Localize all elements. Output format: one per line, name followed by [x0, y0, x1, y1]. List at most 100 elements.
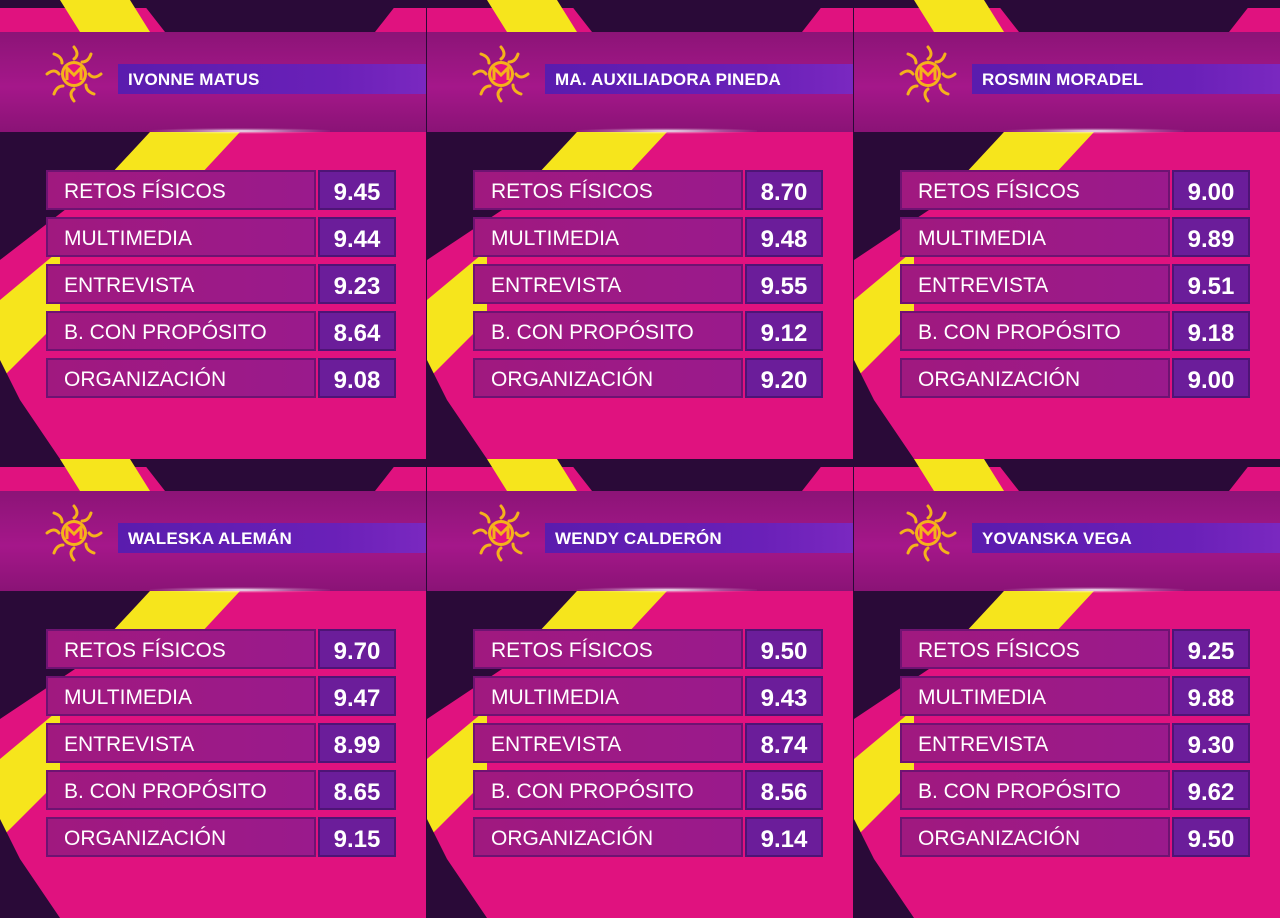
score-row: RETOS FÍSICOS 8.70 — [473, 170, 825, 210]
category-cell: ORGANIZACIÓN — [473, 358, 743, 398]
score-row: B. CON PROPÓSITO 9.62 — [900, 770, 1252, 810]
score-row: ENTREVISTA 9.23 — [46, 264, 398, 304]
score-row: MULTIMEDIA 9.89 — [900, 217, 1252, 257]
score-value: 9.50 — [760, 638, 808, 665]
score-value: 9.55 — [760, 273, 808, 300]
category-cell: ENTREVISTA — [473, 264, 743, 304]
score-cell: 9.50 — [1172, 817, 1250, 857]
score-value: 9.30 — [1187, 732, 1235, 759]
contestant-panel: YOVANSKA VEGA RETOS FÍSICOS 9.25 MULTIMED… — [854, 459, 1280, 918]
score-value: 8.65 — [333, 779, 381, 806]
score-cell: 9.14 — [745, 817, 823, 857]
score-value: 9.18 — [1187, 320, 1235, 347]
category-cell: ORGANIZACIÓN — [46, 817, 316, 857]
score-row: ENTREVISTA 9.30 — [900, 723, 1252, 763]
sun-emblem-icon — [45, 504, 103, 562]
category-label: ORGANIZACIÓN — [918, 827, 1081, 850]
category-label: MULTIMEDIA — [918, 227, 1046, 250]
category-cell: ENTREVISTA — [46, 264, 316, 304]
category-label: ENTREVISTA — [64, 274, 195, 297]
contestant-name-bar: ROSMIN MORADEL — [972, 64, 1280, 94]
category-cell: ENTREVISTA — [900, 264, 1170, 304]
category-label: ORGANIZACIÓN — [491, 827, 654, 850]
score-value: 9.45 — [333, 179, 381, 206]
score-cell: 8.70 — [745, 170, 823, 210]
score-cell: 8.56 — [745, 770, 823, 810]
category-label: MULTIMEDIA — [64, 686, 192, 709]
score-value: 9.47 — [333, 685, 381, 712]
category-label: ENTREVISTA — [491, 274, 622, 297]
category-label: ENTREVISTA — [918, 274, 1049, 297]
score-row: B. CON PROPÓSITO 9.12 — [473, 311, 825, 351]
score-value: 9.89 — [1187, 226, 1235, 253]
score-cell: 9.48 — [745, 217, 823, 257]
contestant-name: YOVANSKA VEGA — [982, 529, 1132, 548]
score-value: 9.08 — [333, 367, 381, 394]
category-label: RETOS FÍSICOS — [491, 180, 653, 203]
score-row: ENTREVISTA 9.55 — [473, 264, 825, 304]
category-label: RETOS FÍSICOS — [64, 639, 226, 662]
category-label: ENTREVISTA — [918, 733, 1049, 756]
category-cell: RETOS FÍSICOS — [46, 170, 316, 210]
score-row: RETOS FÍSICOS 9.70 — [46, 629, 398, 669]
score-cell: 9.88 — [1172, 676, 1250, 716]
category-cell: MULTIMEDIA — [473, 676, 743, 716]
score-row: ORGANIZACIÓN 9.00 — [900, 358, 1252, 398]
score-cell: 9.12 — [745, 311, 823, 351]
sun-emblem-icon — [472, 504, 530, 562]
contestant-panel: WENDY CALDERÓN RETOS FÍSICOS 9.50 MULTIME… — [427, 459, 853, 918]
category-cell: ENTREVISTA — [46, 723, 316, 763]
score-value: 9.44 — [333, 226, 381, 253]
score-cell: 9.50 — [745, 629, 823, 669]
contestant-name-bar: MA. AUXILIADORA PINEDA — [545, 64, 853, 94]
score-value: 9.00 — [1187, 367, 1235, 394]
score-cell: 9.51 — [1172, 264, 1250, 304]
score-cell: 9.00 — [1172, 170, 1250, 210]
score-row: MULTIMEDIA 9.48 — [473, 217, 825, 257]
contestant-panel: MA. AUXILIADORA PINEDA RETOS FÍSICOS 8.70… — [427, 0, 853, 459]
score-cell: 9.00 — [1172, 358, 1250, 398]
category-cell: ORGANIZACIÓN — [46, 358, 316, 398]
score-row: B. CON PROPÓSITO 9.18 — [900, 311, 1252, 351]
score-value: 9.00 — [1187, 179, 1235, 206]
score-list: RETOS FÍSICOS 9.45 MULTIMEDIA 9.44 ENTREVI… — [46, 170, 398, 405]
category-cell: RETOS FÍSICOS — [473, 629, 743, 669]
contestant-name-bar: WALESKA ALEMÁN — [118, 523, 426, 553]
score-value: 8.70 — [760, 179, 808, 206]
score-list: RETOS FÍSICOS 9.70 MULTIMEDIA 9.47 ENTREVI… — [46, 629, 398, 864]
sun-emblem-icon — [45, 45, 103, 103]
category-cell: MULTIMEDIA — [473, 217, 743, 257]
score-value: 9.70 — [333, 638, 381, 665]
score-value: 8.74 — [760, 732, 808, 759]
category-label: RETOS FÍSICOS — [918, 180, 1080, 203]
score-row: B. CON PROPÓSITO 8.56 — [473, 770, 825, 810]
score-value: 9.25 — [1187, 638, 1235, 665]
score-cell: 8.64 — [318, 311, 396, 351]
category-label: ENTREVISTA — [491, 733, 622, 756]
category-label: ORGANIZACIÓN — [491, 368, 654, 391]
category-label: B. CON PROPÓSITO — [64, 321, 267, 344]
score-row: B. CON PROPÓSITO 8.64 — [46, 311, 398, 351]
category-cell: B. CON PROPÓSITO — [46, 311, 316, 351]
category-label: ORGANIZACIÓN — [918, 368, 1081, 391]
contestant-panel: ROSMIN MORADEL RETOS FÍSICOS 9.00 MULTIME… — [854, 0, 1280, 459]
header-glow — [150, 587, 330, 593]
score-cell: 9.62 — [1172, 770, 1250, 810]
score-value: 9.12 — [760, 320, 808, 347]
score-cell: 8.74 — [745, 723, 823, 763]
category-label: ORGANIZACIÓN — [64, 368, 227, 391]
sun-emblem-icon — [899, 504, 957, 562]
score-row: ENTREVISTA 8.74 — [473, 723, 825, 763]
category-label: MULTIMEDIA — [918, 686, 1046, 709]
score-row: RETOS FÍSICOS 9.45 — [46, 170, 398, 210]
category-label: B. CON PROPÓSITO — [491, 321, 694, 344]
category-cell: MULTIMEDIA — [900, 217, 1170, 257]
score-value: 9.88 — [1187, 685, 1235, 712]
score-row: B. CON PROPÓSITO 8.65 — [46, 770, 398, 810]
contestant-name: WALESKA ALEMÁN — [128, 529, 292, 548]
category-cell: RETOS FÍSICOS — [900, 170, 1170, 210]
category-label: ORGANIZACIÓN — [64, 827, 227, 850]
score-row: MULTIMEDIA 9.88 — [900, 676, 1252, 716]
contestant-name-bar: WENDY CALDERÓN — [545, 523, 853, 553]
category-cell: B. CON PROPÓSITO — [900, 311, 1170, 351]
